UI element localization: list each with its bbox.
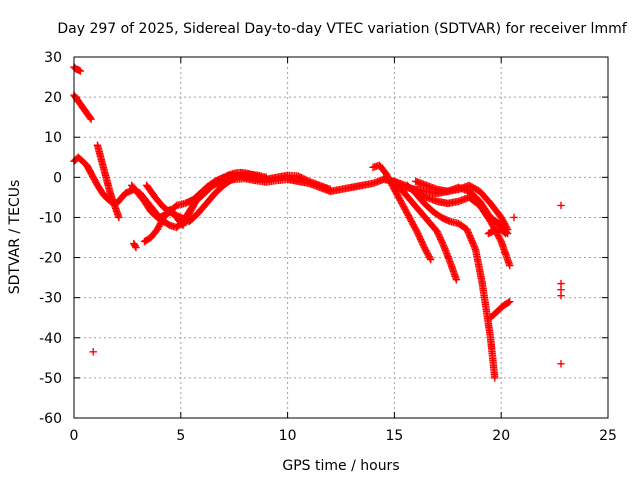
data-point (506, 297, 514, 306)
series-track-10 (382, 173, 461, 284)
data-point (557, 201, 565, 210)
y-tick-label: 20 (44, 90, 62, 106)
series-track-8 (127, 168, 270, 232)
plot-frame (73, 56, 609, 419)
data-point (500, 228, 509, 237)
series-track-13 (412, 177, 512, 234)
series-track-5 (130, 239, 140, 252)
data-point (504, 298, 513, 307)
data-points (70, 63, 565, 382)
chart-title: Day 297 of 2025, Sidereal Day-to-day VTE… (57, 21, 627, 37)
y-tick-label: -40 (39, 331, 62, 347)
grid (74, 57, 608, 418)
data-point (510, 213, 518, 222)
x-tick-label: 20 (492, 428, 510, 444)
data-point (557, 285, 565, 294)
x-tick-label: 25 (599, 428, 617, 444)
data-point (506, 261, 514, 270)
data-point (89, 348, 97, 356)
y-tick-label: -20 (39, 251, 62, 267)
series-track-15 (484, 225, 510, 238)
y-tick-label: 0 (53, 170, 62, 186)
data-point (86, 114, 94, 122)
series-track-1 (70, 63, 85, 75)
y-tick-label: -60 (39, 411, 62, 427)
data-point (87, 115, 95, 123)
x-tick-label: 0 (70, 428, 79, 444)
data-point (557, 360, 565, 368)
data-point (427, 255, 435, 264)
series-track-12 (390, 177, 514, 270)
series-track-4 (93, 141, 123, 222)
y-tick-label: -10 (39, 210, 62, 226)
x-tick-label: 10 (279, 428, 297, 444)
data-point (557, 291, 565, 300)
y-axis-title: SDTVAR / TECUs (7, 180, 23, 295)
x-axis-title: GPS time / hours (282, 458, 399, 474)
tick-labels: 0 5 10 15 20 25 -60 -50 -40 -30 -20 -10 0 10 20 30 (39, 50, 617, 444)
data-point (452, 275, 461, 284)
data-point (503, 225, 512, 234)
data-point (262, 174, 270, 183)
x-tick-label: 15 (385, 428, 403, 444)
series-isolated (89, 201, 565, 368)
data-point (491, 374, 499, 382)
data-point (501, 229, 510, 238)
y-tick-label: 30 (44, 50, 62, 66)
data-point (132, 243, 140, 252)
series-track-14 (486, 297, 514, 322)
data-point (115, 213, 123, 222)
y-tick-label: -50 (39, 371, 62, 387)
x-tick-label: 5 (176, 428, 185, 444)
data-point (557, 279, 565, 288)
series-track-2 (70, 91, 95, 123)
data-point (326, 185, 335, 194)
y-tick-label: 10 (44, 130, 62, 146)
y-tick-label: -30 (39, 291, 62, 307)
data-point (76, 67, 85, 75)
